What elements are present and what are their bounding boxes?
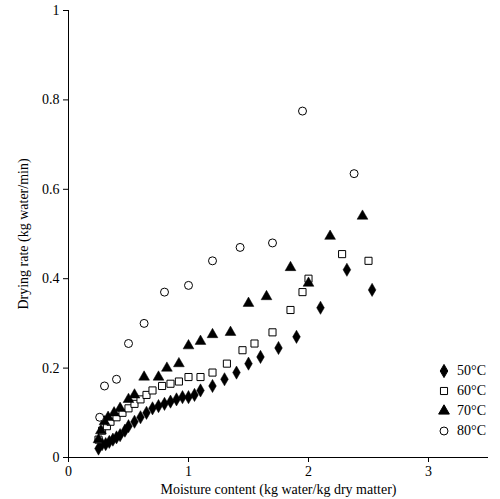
svg-text:0: 0	[65, 464, 72, 479]
svg-text:0.8: 0.8	[42, 92, 60, 107]
svg-text:2: 2	[305, 464, 312, 479]
svg-text:1: 1	[53, 3, 60, 18]
svg-text:Drying rate (kg water/min): Drying rate (kg water/min)	[16, 158, 32, 310]
html-text:70°C: 70°C	[457, 403, 486, 418]
html-text:60°C: 60°C	[457, 383, 486, 398]
svg-text:0.6: 0.6	[42, 182, 60, 197]
html-text:80°C: 80°C	[457, 423, 486, 438]
svg-text:Moisture content (kg water/kg: Moisture content (kg water/kg dry matter…	[161, 482, 397, 498]
svg-text:3: 3	[425, 464, 432, 479]
svg-text:0.2: 0.2	[42, 361, 60, 376]
svg-text:0: 0	[53, 450, 60, 465]
svg-text:1: 1	[185, 464, 192, 479]
html-text:50°C: 50°C	[457, 363, 486, 378]
svg-text:0.4: 0.4	[42, 271, 60, 286]
